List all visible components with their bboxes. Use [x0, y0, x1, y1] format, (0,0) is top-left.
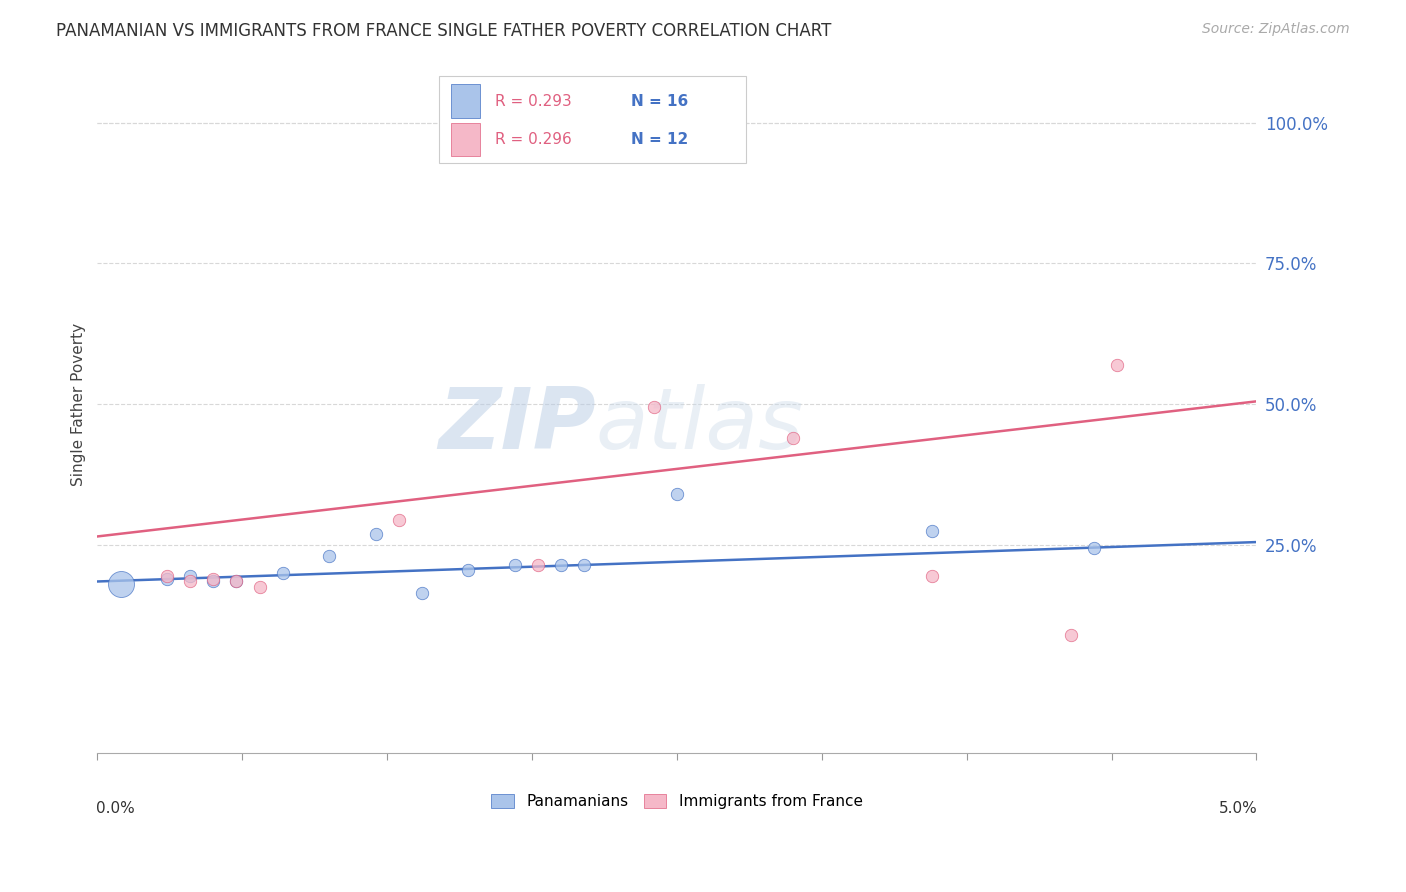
Point: [225, 574, 247, 589]
Point: [271, 566, 294, 580]
FancyBboxPatch shape: [451, 85, 479, 118]
Point: [179, 574, 201, 589]
Point: [110, 577, 132, 591]
Point: [665, 487, 688, 501]
Point: [388, 512, 411, 526]
Point: [1107, 358, 1129, 372]
Point: [921, 524, 943, 538]
Point: [782, 431, 804, 445]
Point: [411, 586, 433, 600]
Text: 0.0%: 0.0%: [96, 800, 135, 815]
Text: PANAMANIAN VS IMMIGRANTS FROM FRANCE SINGLE FATHER POVERTY CORRELATION CHART: PANAMANIAN VS IMMIGRANTS FROM FRANCE SIN…: [56, 22, 831, 40]
Text: Source: ZipAtlas.com: Source: ZipAtlas.com: [1202, 22, 1350, 37]
Point: [526, 558, 548, 572]
Point: [572, 558, 595, 572]
Point: [665, 132, 688, 146]
Point: [156, 572, 179, 586]
Text: 5.0%: 5.0%: [1219, 800, 1257, 815]
Point: [249, 580, 271, 594]
Text: N = 12: N = 12: [630, 132, 688, 147]
Point: [503, 558, 526, 572]
Legend: Panamanians, Immigrants from France: Panamanians, Immigrants from France: [485, 788, 869, 815]
Point: [156, 569, 179, 583]
Point: [202, 574, 225, 589]
Point: [1083, 541, 1105, 555]
FancyBboxPatch shape: [439, 76, 747, 163]
Text: R = 0.293: R = 0.293: [495, 94, 572, 109]
Point: [643, 400, 665, 414]
Point: [921, 569, 943, 583]
Point: [1060, 628, 1083, 642]
FancyBboxPatch shape: [451, 123, 479, 156]
Text: ZIP: ZIP: [439, 384, 596, 467]
Text: N = 16: N = 16: [630, 94, 688, 109]
Point: [550, 558, 572, 572]
Point: [318, 549, 340, 563]
Point: [179, 569, 201, 583]
Y-axis label: Single Father Poverty: Single Father Poverty: [72, 323, 86, 486]
Text: R = 0.296: R = 0.296: [495, 132, 572, 147]
Text: atlas: atlas: [596, 384, 804, 467]
Point: [202, 572, 225, 586]
Point: [225, 574, 247, 589]
Point: [457, 563, 479, 577]
Point: [364, 526, 387, 541]
